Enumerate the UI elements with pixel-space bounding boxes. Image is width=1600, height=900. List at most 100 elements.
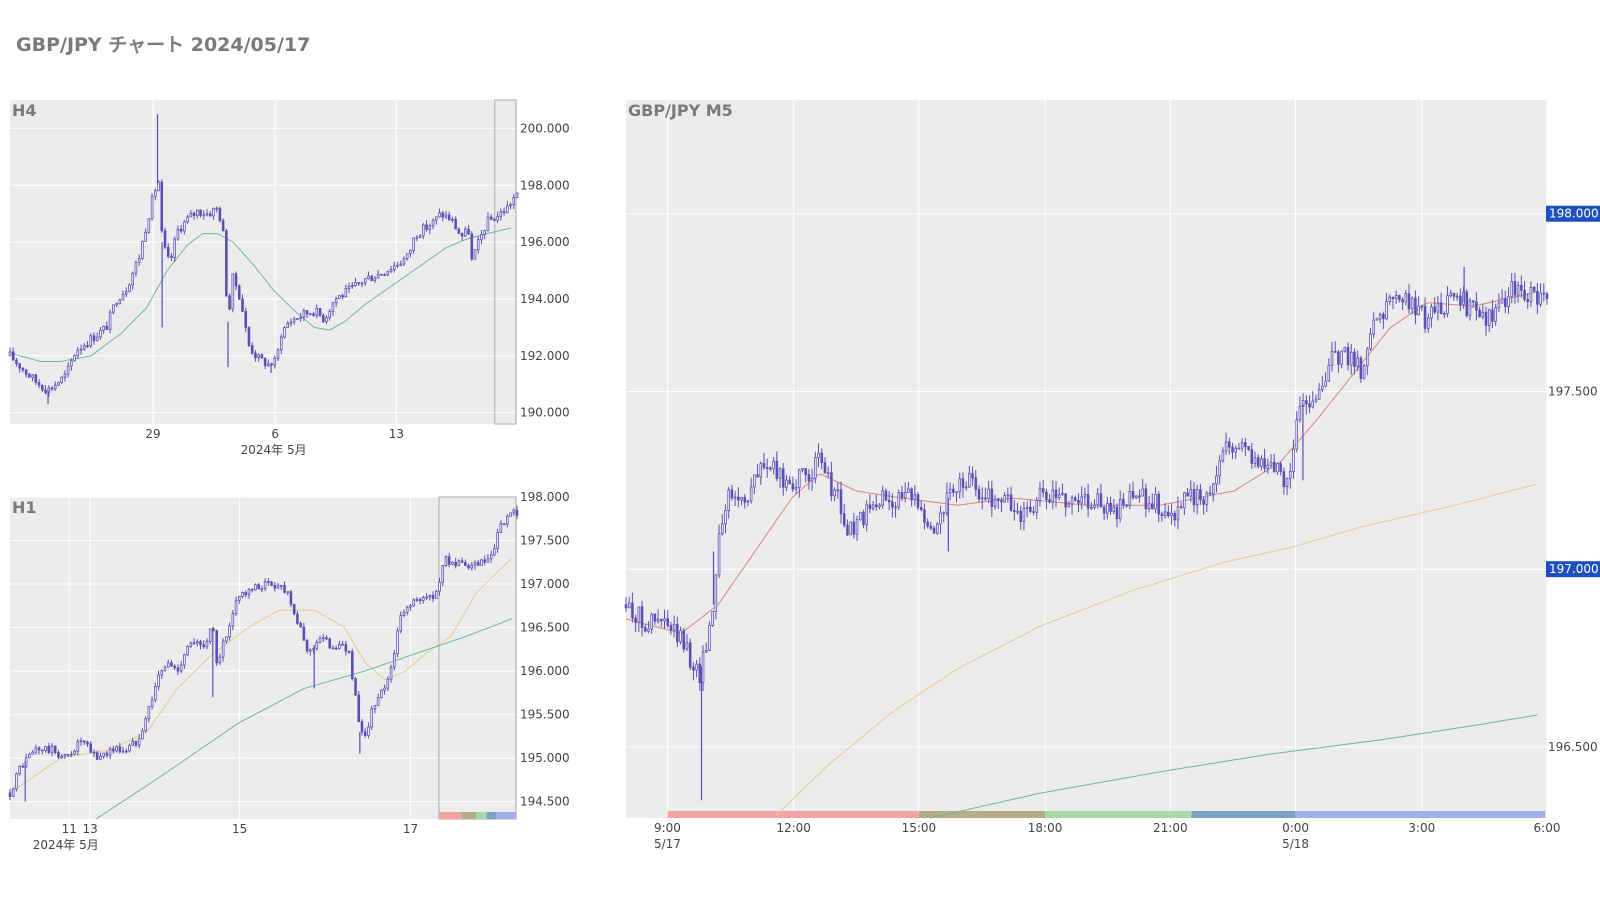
candle-body bbox=[1237, 447, 1241, 450]
candle-body bbox=[1359, 357, 1363, 379]
candle-body bbox=[996, 498, 1000, 501]
candle-body bbox=[1160, 513, 1164, 517]
x-tick-label: 12:00 bbox=[776, 821, 811, 835]
candle-body bbox=[225, 636, 228, 642]
y-tick-label: 196.500 bbox=[520, 621, 570, 635]
candle-body bbox=[512, 196, 516, 206]
candle-body bbox=[393, 265, 396, 270]
y-tick-label: 195.500 bbox=[520, 708, 570, 722]
candle-body bbox=[21, 367, 25, 371]
candle-body bbox=[855, 519, 859, 535]
candle-body bbox=[1263, 458, 1266, 469]
candle-body bbox=[92, 335, 96, 342]
candle-body bbox=[218, 207, 222, 222]
candle-body bbox=[150, 195, 154, 220]
candle-body bbox=[862, 511, 865, 526]
candle-body bbox=[412, 599, 415, 607]
candle-body bbox=[932, 527, 936, 534]
candle-body bbox=[1337, 351, 1340, 365]
y-tick-label: 197.000 bbox=[520, 577, 570, 591]
candle-body bbox=[1253, 457, 1257, 464]
candle-body bbox=[166, 246, 170, 257]
candle-body bbox=[183, 654, 186, 666]
candle-body bbox=[263, 581, 267, 590]
candle-body bbox=[454, 218, 457, 230]
candle-body bbox=[1378, 314, 1382, 320]
candle-body bbox=[341, 295, 344, 298]
candle-body bbox=[698, 663, 702, 683]
candle-body bbox=[367, 726, 370, 736]
session-band bbox=[438, 812, 462, 819]
candle-body bbox=[363, 731, 367, 736]
candle-body bbox=[141, 241, 144, 260]
candle-body bbox=[95, 752, 99, 760]
candle-body bbox=[1122, 498, 1125, 506]
candle-body bbox=[945, 492, 949, 514]
session-band bbox=[667, 811, 919, 818]
candle-body bbox=[173, 665, 176, 669]
candle-body bbox=[1211, 483, 1215, 495]
candle-body bbox=[1305, 400, 1308, 405]
candle-body bbox=[1298, 406, 1302, 421]
candle-body bbox=[1266, 464, 1270, 469]
candle-body bbox=[376, 273, 380, 279]
candle-body bbox=[506, 205, 509, 214]
y-tick-label: 196.000 bbox=[520, 664, 570, 678]
candle-body bbox=[1221, 450, 1225, 462]
candle-body bbox=[267, 363, 270, 367]
candle-body bbox=[1256, 457, 1260, 467]
candle-body bbox=[347, 650, 351, 653]
candle-body bbox=[900, 492, 904, 499]
candle-body bbox=[650, 613, 653, 630]
ma-line-green bbox=[9, 227, 512, 362]
candle-body bbox=[480, 234, 483, 240]
candle-body bbox=[964, 486, 968, 489]
candle-body bbox=[292, 318, 296, 323]
candle-body bbox=[660, 618, 663, 622]
candle-body bbox=[202, 644, 206, 648]
candle-body bbox=[257, 584, 260, 590]
candle-body bbox=[376, 697, 380, 706]
candle-body bbox=[176, 228, 180, 240]
candle-body bbox=[1369, 333, 1372, 350]
candle-body bbox=[360, 282, 364, 285]
candle-body bbox=[208, 213, 212, 217]
candle-body bbox=[1288, 471, 1292, 479]
x-tick-label: 11 bbox=[62, 822, 77, 836]
candle-body bbox=[1035, 500, 1039, 513]
candle-body bbox=[354, 282, 357, 286]
candle-body bbox=[163, 666, 167, 672]
y-tick-label: 190.000 bbox=[520, 406, 570, 420]
candle-body bbox=[373, 705, 377, 710]
candle-body bbox=[60, 755, 63, 758]
zoom-window bbox=[494, 99, 517, 425]
candle-body bbox=[1401, 299, 1404, 303]
candle-body bbox=[231, 613, 235, 627]
candle-body bbox=[112, 748, 115, 752]
candle-body bbox=[887, 499, 891, 503]
candle-body bbox=[1231, 446, 1234, 453]
candle-body bbox=[157, 674, 160, 687]
candle-body bbox=[124, 291, 128, 295]
candle-body bbox=[60, 376, 63, 384]
candle-body bbox=[260, 588, 264, 591]
candle-body bbox=[1157, 493, 1160, 515]
candle-body bbox=[765, 467, 769, 469]
candle-body bbox=[8, 351, 12, 357]
candle-body bbox=[286, 322, 290, 329]
candle-body bbox=[807, 474, 811, 482]
candle-body bbox=[144, 718, 147, 732]
candle-body bbox=[489, 554, 493, 560]
candle-body bbox=[370, 708, 373, 728]
candle-body bbox=[444, 214, 448, 218]
session-band bbox=[918, 811, 1046, 818]
candle-body bbox=[1199, 489, 1202, 501]
candle-body bbox=[923, 509, 926, 523]
candle-body bbox=[154, 686, 157, 701]
candle-body bbox=[244, 592, 248, 596]
candle-body bbox=[1330, 351, 1334, 366]
candle-body bbox=[1013, 510, 1016, 513]
candle-body bbox=[884, 490, 888, 501]
candle-body bbox=[1022, 508, 1026, 522]
candle-body bbox=[814, 457, 817, 479]
